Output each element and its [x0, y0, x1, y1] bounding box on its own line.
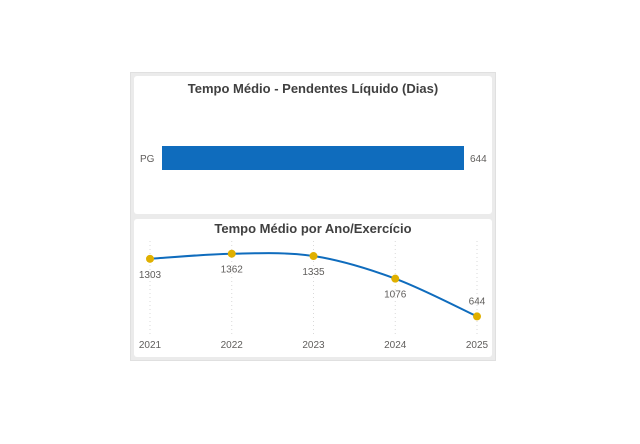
- bar-chart-card: Tempo Médio - Pendentes Líquido (Dias) P…: [134, 76, 492, 214]
- data-label: 1303: [139, 270, 162, 281]
- bar-chart-plot: PG 644: [140, 146, 487, 170]
- data-point: [146, 254, 154, 263]
- data-point: [227, 249, 236, 258]
- line-chart-title: Tempo Médio por Ano/Exercício: [214, 221, 412, 236]
- data-point: [309, 252, 318, 261]
- data-label: 644: [469, 296, 486, 307]
- x-tick-label: 2021: [139, 340, 162, 351]
- bar-chart-title: Tempo Médio - Pendentes Líquido (Dias): [187, 81, 439, 96]
- data-label: 1335: [302, 267, 325, 278]
- series-line: [149, 252, 478, 318]
- data-label: 1362: [221, 265, 244, 276]
- data-point: [473, 312, 481, 321]
- x-tick-label: 2023: [302, 340, 325, 351]
- x-tick-label: 2025: [466, 340, 489, 351]
- bar-category-label: PG: [140, 154, 155, 165]
- x-tick-label: 2024: [384, 340, 407, 351]
- data-label: 1076: [384, 290, 407, 301]
- line-chart-plot: 1303 2021 1362 2022 1335 2023 1076 2024 644 2025: [139, 241, 489, 351]
- bar: [162, 146, 464, 170]
- x-tick-label: 2022: [221, 340, 244, 351]
- line-chart-card: Tempo Médio por Ano/Exercício 1303 2021 13…: [134, 219, 492, 357]
- dashboard: Tempo Médio - Pendentes Líquido (Dias) P…: [130, 72, 496, 361]
- data-point: [391, 274, 400, 283]
- bar-data-label: 644: [470, 154, 487, 165]
